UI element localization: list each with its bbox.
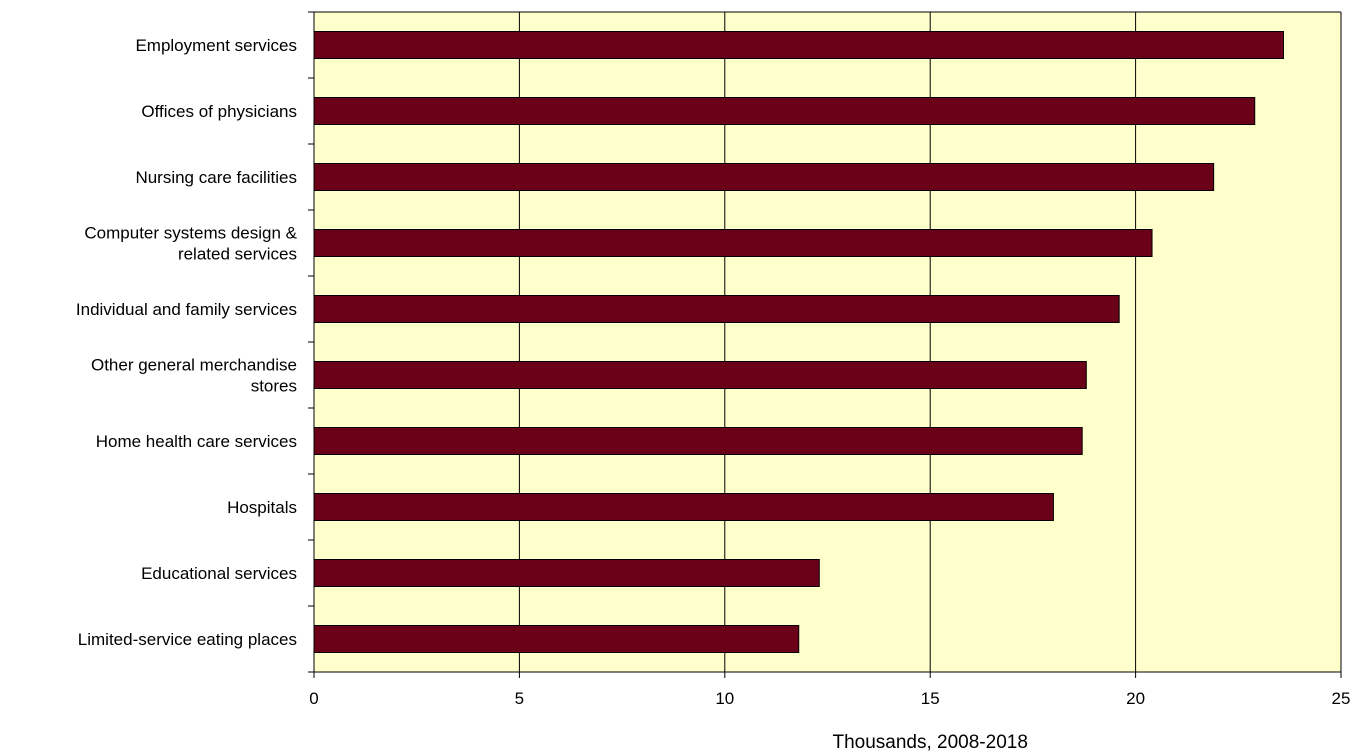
bar-9 (313, 625, 800, 653)
category-label-1: Offices of physicians (141, 102, 297, 121)
x-tick-label-0: 0 (309, 689, 318, 708)
x-tick-label-5: 25 (1332, 689, 1351, 708)
category-label-3: Computer systems design & related service… (84, 224, 297, 264)
bar-1 (313, 97, 1256, 125)
category-label-7: Hospitals (227, 498, 297, 517)
category-label-6: Home health care services (96, 432, 297, 451)
category-labels: Employment services Offices of physicians… (76, 36, 298, 649)
axes (308, 11, 1342, 678)
bars (313, 31, 1284, 653)
bar-6 (313, 427, 1083, 455)
x-axis-title: Thousands, 2008-2018 (832, 732, 1027, 753)
bar-4 (313, 295, 1120, 323)
bar-7 (313, 493, 1054, 521)
category-label-0: Employment services (135, 36, 297, 55)
category-label-5: Other general merchandise stores (91, 356, 297, 396)
category-label-9: Limited-service eating places (78, 630, 297, 649)
x-tick-label-1: 5 (515, 689, 524, 708)
x-tick-label-2: 10 (715, 689, 734, 708)
bar-3 (313, 229, 1153, 257)
bar-5 (313, 361, 1087, 389)
x-tick-labels: 0 5 10 15 20 25 (309, 689, 1350, 708)
x-tick-label-3: 15 (921, 689, 940, 708)
bar-2 (313, 163, 1215, 191)
x-tick-label-4: 20 (1126, 689, 1145, 708)
bar-0 (313, 31, 1284, 59)
bar-8 (313, 559, 820, 587)
category-label-8: Educational services (141, 564, 297, 583)
category-label-4: Individual and family services (76, 300, 297, 319)
category-label-2: Nursing care facilities (135, 168, 297, 187)
